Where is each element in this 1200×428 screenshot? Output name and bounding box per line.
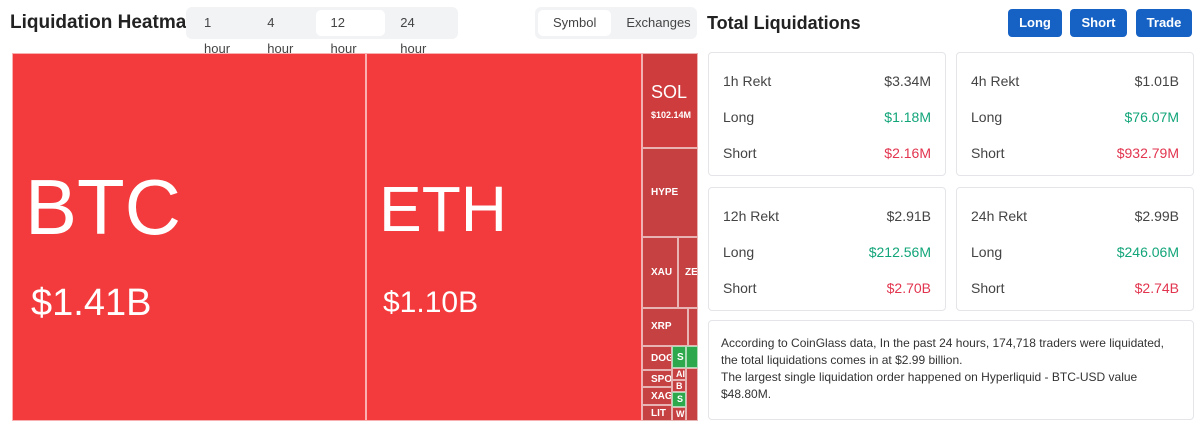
card-row: Long $212.56M bbox=[723, 244, 931, 260]
row-value: $3.34M bbox=[884, 73, 931, 89]
card-row: Long $76.07M bbox=[971, 109, 1179, 125]
tile-symbol: XRP bbox=[651, 321, 672, 332]
time-tabs: 1 hour 4 hour 12 hour 24 hour bbox=[186, 7, 458, 56]
tile-symbol: ZE bbox=[685, 267, 698, 278]
tile[interactable]: S bbox=[672, 346, 686, 368]
row-label: 1h Rekt bbox=[723, 73, 772, 89]
card-row: Short $2.74B bbox=[971, 280, 1179, 296]
tile[interactable]: XRP bbox=[642, 308, 688, 346]
tile-symbol: W bbox=[676, 409, 685, 419]
row-label: Long bbox=[971, 109, 1003, 125]
long-button[interactable]: Long bbox=[1008, 9, 1062, 37]
tile-symbol: SOL bbox=[651, 82, 688, 102]
info-box: According to CoinGlass data, In the past… bbox=[708, 320, 1194, 420]
tile[interactable] bbox=[688, 308, 698, 346]
rekt-card: 4h Rekt $1.01B Long $76.07M Short $932.79M bbox=[956, 52, 1194, 176]
tile-symbol: AI bbox=[676, 369, 685, 379]
card-row: Short $932.79M bbox=[971, 145, 1179, 161]
tab[interactable]: Exchanges bbox=[626, 15, 691, 30]
row-label: Short bbox=[723, 145, 757, 161]
row-label: Short bbox=[971, 145, 1005, 161]
tab[interactable]: 24 hour bbox=[400, 15, 427, 56]
row-value: $246.06M bbox=[1116, 244, 1179, 260]
row-value: $2.70B bbox=[886, 280, 931, 296]
tile[interactable]: SPO bbox=[642, 370, 672, 387]
tile[interactable] bbox=[686, 346, 698, 368]
tile-symbol: BTC bbox=[25, 163, 181, 251]
panel-title: Total Liquidations bbox=[707, 13, 861, 33]
tile[interactable]: BTC $1.41B bbox=[12, 53, 366, 421]
card-row: 12h Rekt $2.91B bbox=[723, 208, 931, 224]
row-value: $2.99B bbox=[1134, 208, 1179, 224]
row-label: Long bbox=[723, 109, 755, 125]
tile-symbol: LIT bbox=[651, 408, 666, 419]
tile[interactable]: ETH $1.10B bbox=[366, 53, 642, 421]
tile[interactable]: B bbox=[672, 380, 686, 392]
tile-value: $1.41B bbox=[31, 282, 152, 324]
row-label: 4h Rekt bbox=[971, 73, 1020, 89]
tile[interactable]: LIT bbox=[642, 405, 672, 421]
tile[interactable] bbox=[686, 368, 698, 421]
tile-symbol: XAG bbox=[651, 391, 672, 402]
row-label: Long bbox=[723, 244, 755, 260]
tile-value: $1.10B bbox=[383, 286, 479, 319]
row-value: $2.74B bbox=[1134, 280, 1179, 296]
tile[interactable]: DOG bbox=[642, 346, 672, 370]
info-text: The largest single liquidation order hap… bbox=[721, 370, 1138, 401]
rekt-card: 1h Rekt $3.34M Long $1.18M Short $2.16M bbox=[708, 52, 946, 176]
card-row: Short $2.16M bbox=[723, 145, 931, 161]
row-value: $76.07M bbox=[1124, 109, 1179, 125]
rekt-card: 24h Rekt $2.99B Long $246.06M Short $2.74B bbox=[956, 187, 1194, 311]
heatmap: BTC $1.41B ETH $1.10B SOL $102.14M HYPE … bbox=[12, 53, 698, 421]
tile-symbol: HYPE bbox=[651, 187, 679, 198]
card-row: Short $2.70B bbox=[723, 280, 931, 296]
row-label: Short bbox=[723, 280, 757, 296]
card-row: 24h Rekt $2.99B bbox=[971, 208, 1179, 224]
row-label: Short bbox=[971, 280, 1005, 296]
tile-symbol: DOG bbox=[651, 353, 672, 364]
tile-symbol: B bbox=[676, 381, 683, 391]
tile[interactable]: XAU bbox=[642, 237, 678, 308]
row-label: Long bbox=[971, 244, 1003, 260]
tile[interactable]: XAG bbox=[642, 387, 672, 405]
tile[interactable]: SOL $102.14M bbox=[642, 53, 698, 148]
tab[interactable]: 12 hour bbox=[315, 10, 386, 56]
row-value: $932.79M bbox=[1116, 145, 1179, 161]
view-tabs: Symbol Exchanges bbox=[535, 7, 697, 39]
short-button[interactable]: Short bbox=[1070, 9, 1127, 37]
card-row: 1h Rekt $3.34M bbox=[723, 73, 931, 89]
trade-button[interactable]: Trade bbox=[1136, 9, 1192, 37]
tab[interactable]: 1 hour bbox=[204, 15, 231, 56]
tile-symbol: SPO bbox=[651, 374, 672, 385]
row-value: $212.56M bbox=[868, 244, 931, 260]
row-value: $2.91B bbox=[886, 208, 931, 224]
tile[interactable]: W bbox=[672, 407, 686, 421]
tile-symbol: S bbox=[677, 394, 684, 404]
info-text: According to CoinGlass data, In the past… bbox=[721, 336, 1164, 367]
tile-symbol: ETH bbox=[379, 173, 507, 245]
tile[interactable]: AI bbox=[672, 368, 686, 380]
tile-symbol: S bbox=[677, 352, 684, 363]
card-row: Long $1.18M bbox=[723, 109, 931, 125]
row-value: $2.16M bbox=[884, 145, 931, 161]
tile-value: $102.14M bbox=[651, 110, 692, 120]
tab[interactable]: Symbol bbox=[538, 10, 612, 36]
row-value: $1.18M bbox=[884, 109, 931, 125]
page-title: Liquidation Heatmap bbox=[10, 12, 198, 33]
tile[interactable]: ZE bbox=[678, 237, 698, 308]
row-label: 12h Rekt bbox=[723, 208, 780, 224]
row-value: $1.01B bbox=[1134, 73, 1179, 89]
row-label: 24h Rekt bbox=[971, 208, 1028, 224]
tile-symbol: XAU bbox=[651, 267, 673, 278]
card-row: Long $246.06M bbox=[971, 244, 1179, 260]
tile[interactable]: S bbox=[672, 392, 686, 407]
card-row: 4h Rekt $1.01B bbox=[971, 73, 1179, 89]
rekt-card: 12h Rekt $2.91B Long $212.56M Short $2.70B bbox=[708, 187, 946, 311]
tile[interactable]: HYPE bbox=[642, 148, 698, 237]
tab[interactable]: 4 hour bbox=[267, 15, 294, 56]
